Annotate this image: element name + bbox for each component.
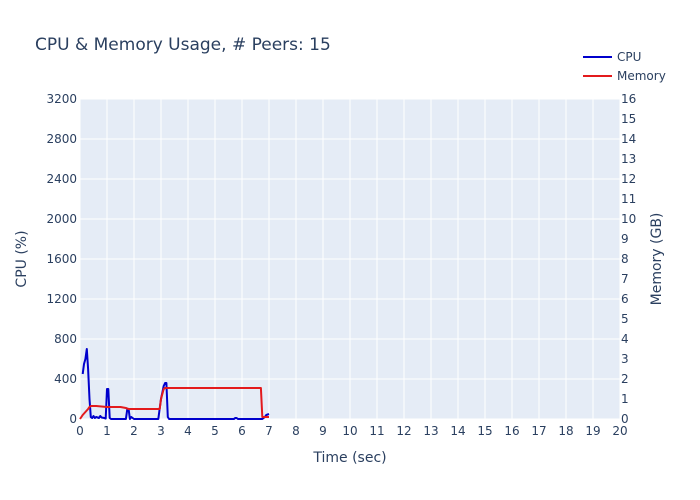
y-tick-label: 3200 xyxy=(46,92,77,106)
x-tick-label: 13 xyxy=(423,424,438,438)
x-tick-label: 12 xyxy=(396,424,411,438)
y2-tick-label: 9 xyxy=(621,232,629,246)
x-tick-label: 6 xyxy=(238,424,246,438)
legend-item-memory[interactable]: Memory xyxy=(583,69,666,83)
y2-tick-label: 15 xyxy=(621,112,636,126)
y2-tick-label: 12 xyxy=(621,172,636,186)
y2-tick-label: 16 xyxy=(621,92,636,106)
x-axis-ticks: 0 1 2 3 4 5 6 7 8 9 10 11 12 13 14 15 16 17 18 19 20 xyxy=(76,424,627,438)
y-axis-ticks: 0 400 800 1200 1600 2000 2400 2800 3200 xyxy=(46,92,77,426)
y2-tick-label: 4 xyxy=(621,332,629,346)
x-tick-label: 15 xyxy=(477,424,492,438)
x-tick-label: 7 xyxy=(265,424,273,438)
y2-tick-label: 1 xyxy=(621,392,629,406)
x-tick-label: 9 xyxy=(319,424,327,438)
x-tick-label: 3 xyxy=(157,424,165,438)
legend: CPU Memory xyxy=(583,50,666,83)
x-tick-label: 16 xyxy=(504,424,519,438)
series-lines xyxy=(79,348,270,420)
y-tick-label: 1600 xyxy=(46,252,77,266)
chart-title: CPU & Memory Usage, # Peers: 15 xyxy=(35,35,331,55)
y2-tick-label: 6 xyxy=(621,292,629,306)
y2-tick-label: 3 xyxy=(621,352,629,366)
legend-label-cpu: CPU xyxy=(617,50,641,64)
x-tick-label: 2 xyxy=(130,424,138,438)
legend-item-cpu[interactable]: CPU xyxy=(583,50,641,64)
y2-tick-label: 2 xyxy=(621,372,629,386)
y2-tick-label: 0 xyxy=(621,412,629,426)
x-tick-label: 11 xyxy=(369,424,384,438)
y-axis-label: CPU (%) xyxy=(14,230,30,287)
x-tick-label: 8 xyxy=(292,424,300,438)
y2-tick-label: 11 xyxy=(621,192,636,206)
x-tick-label: 19 xyxy=(585,424,600,438)
x-tick-label: 17 xyxy=(531,424,546,438)
y-tick-label: 0 xyxy=(69,412,77,426)
y2-tick-label: 7 xyxy=(621,272,629,286)
y-tick-label: 1200 xyxy=(46,292,77,306)
x-tick-label: 14 xyxy=(450,424,465,438)
y2-tick-label: 14 xyxy=(621,132,636,146)
x-tick-label: 5 xyxy=(211,424,219,438)
x-tick-label: 18 xyxy=(558,424,573,438)
y2-tick-label: 13 xyxy=(621,152,636,166)
legend-label-memory: Memory xyxy=(617,69,666,83)
x-tick-label: 1 xyxy=(103,424,111,438)
x-tick-label: 20 xyxy=(612,424,627,438)
y2-axis-label: Memory (GB) xyxy=(649,213,665,306)
y2-tick-label: 8 xyxy=(621,252,629,266)
y-tick-label: 400 xyxy=(54,372,77,386)
x-tick-label: 4 xyxy=(184,424,192,438)
y2-tick-label: 10 xyxy=(621,212,636,226)
series-line-memory xyxy=(79,387,269,420)
x-axis-label: Time (sec) xyxy=(312,450,386,466)
x-tick-label: 0 xyxy=(76,424,84,438)
y-tick-label: 2800 xyxy=(46,132,77,146)
y-tick-label: 2000 xyxy=(46,212,77,226)
x-tick-label: 10 xyxy=(342,424,357,438)
y2-tick-label: 5 xyxy=(621,312,629,326)
y-tick-label: 2400 xyxy=(46,172,77,186)
gridlines xyxy=(79,98,621,420)
y-tick-label: 800 xyxy=(54,332,77,346)
